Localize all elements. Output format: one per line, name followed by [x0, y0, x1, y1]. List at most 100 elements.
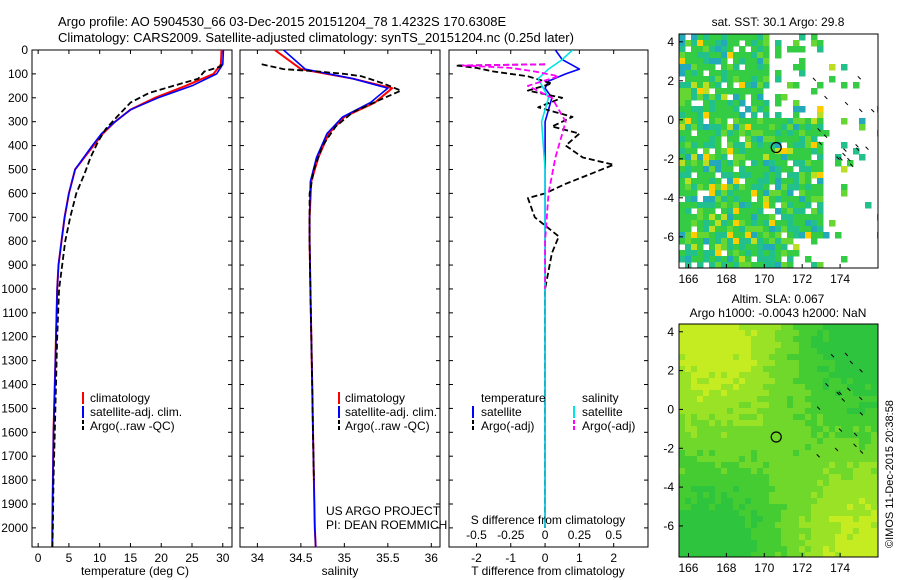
map-cell — [709, 238, 716, 245]
map-cell — [739, 378, 746, 385]
map-cell — [781, 402, 788, 409]
map-cell — [805, 220, 812, 227]
map-cell — [811, 534, 818, 541]
map-cell — [739, 516, 746, 523]
map-cell — [829, 76, 836, 83]
map-cell — [685, 130, 692, 137]
map-cell — [787, 510, 794, 517]
map-cell — [751, 250, 758, 257]
map-cell — [721, 226, 728, 233]
map-cell — [847, 462, 854, 469]
map-cell — [703, 88, 710, 95]
map-cell — [703, 256, 710, 263]
map-cell — [751, 208, 758, 215]
map-cell — [685, 142, 692, 149]
map-cell — [685, 354, 692, 361]
map-cell — [715, 160, 722, 167]
map-cell — [709, 100, 716, 107]
map-cell — [781, 130, 788, 137]
map-cell — [769, 262, 776, 268]
map-cell — [799, 450, 806, 457]
map-cell — [817, 184, 824, 191]
map-cell — [769, 438, 776, 445]
map-cell — [739, 426, 746, 433]
x-tick-label: 36 — [425, 551, 439, 565]
map-cell — [787, 552, 794, 557]
map-cell — [739, 324, 746, 331]
map-cell — [679, 528, 686, 535]
map-cell — [727, 342, 734, 349]
map-cell — [703, 148, 710, 155]
map-cell — [853, 324, 860, 331]
map-cell — [715, 534, 722, 541]
map-cell — [757, 348, 764, 355]
map-cell — [805, 456, 812, 463]
map-cell — [733, 378, 740, 385]
map-cell — [817, 528, 824, 535]
map-cell — [865, 390, 872, 397]
map-cell — [715, 226, 722, 233]
map-cell — [811, 148, 818, 155]
map-cell — [763, 384, 770, 391]
map-cell — [823, 528, 830, 535]
map-cell — [679, 136, 686, 143]
map-cell — [685, 52, 692, 59]
map-cell — [715, 324, 722, 331]
map-cell — [733, 384, 740, 391]
legend-satellite-label: satellite-adj. clim. — [90, 405, 182, 419]
map-cell — [709, 426, 716, 433]
map-cell — [751, 414, 758, 421]
map-cell — [787, 432, 794, 439]
map-cell — [769, 414, 776, 421]
map-cell — [865, 426, 872, 433]
map-cell — [721, 58, 728, 65]
map-cell — [739, 528, 746, 535]
map-cell — [787, 256, 794, 263]
map-cell — [793, 534, 800, 541]
map-cell — [739, 262, 746, 268]
map-cell — [703, 58, 710, 65]
map-cell — [715, 256, 722, 263]
map-cell — [751, 348, 758, 355]
map-cell — [691, 250, 698, 257]
map-cell — [697, 342, 704, 349]
map-cell — [727, 432, 734, 439]
x2-tick-label: -0.5 — [466, 528, 487, 542]
map-cell — [853, 468, 860, 475]
map-cell — [829, 220, 836, 227]
x-tick-label: 35.5 — [376, 551, 400, 565]
map-cell — [853, 408, 860, 415]
map-cell — [799, 196, 806, 203]
map-cell — [757, 34, 764, 41]
map-cell — [757, 504, 764, 511]
map-cell — [811, 414, 818, 421]
x-tick-label: 5 — [66, 551, 73, 565]
map-cell — [775, 112, 782, 119]
map-cell — [817, 190, 824, 197]
map-cell — [847, 160, 854, 167]
map-cell — [811, 184, 818, 191]
map-cell — [745, 118, 752, 125]
map-cell — [757, 226, 764, 233]
x-tick-label: 0 — [542, 551, 549, 565]
map-cell — [703, 540, 710, 547]
y-tick-label: 200 — [8, 91, 28, 105]
map-cell — [757, 534, 764, 541]
map-cell — [709, 522, 716, 529]
map-cell — [697, 64, 704, 71]
map-cell — [733, 516, 740, 523]
map-cell — [805, 480, 812, 487]
map-cell — [721, 166, 728, 173]
map-cell — [745, 396, 752, 403]
map-cell — [751, 202, 758, 209]
map-cell — [763, 76, 770, 83]
map-cell — [757, 324, 764, 331]
map-cell — [685, 256, 692, 263]
map-cell — [709, 384, 716, 391]
map-cell — [751, 232, 758, 239]
map-cell — [727, 348, 734, 355]
map-cell — [757, 142, 764, 149]
map-cell — [721, 360, 728, 367]
map-cell — [685, 396, 692, 403]
map-cell — [721, 46, 728, 53]
